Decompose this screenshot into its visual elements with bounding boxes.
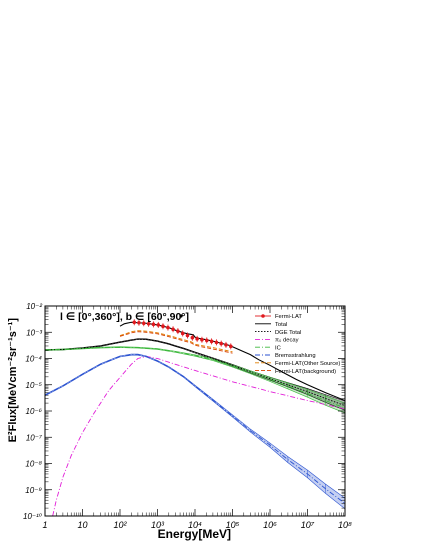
axis-tick-labels: 1 10 10² 10³ 10⁴ 10⁵ 10⁶ 10⁷ 10⁸ 10⁻¹⁰ 10⁻⁹ 10⁻⁸ 10⁻… [23,302,352,530]
fermi-lat-point [204,338,209,343]
y-tick-label: 10⁻³ [26,328,42,337]
series-line-bremsstrahlung [45,354,345,504]
fermi-lat-point [209,339,214,344]
fermi-lat-point [176,329,180,333]
fermi-lat-point [151,322,156,327]
fermi-lat-point [161,324,165,329]
fermi-lat-point [137,320,141,325]
y-axis-label: E²Flux[MeVcm⁻²sr⁻¹s⁻¹] [7,318,19,443]
series-line-fermi-lat-other-source [119,330,233,353]
fermi-lat-point [224,343,228,347]
x-tick-label: 10³ [151,520,165,530]
legend-label-fermi-lat-background: Fermi-LAT(background) [275,369,336,375]
legend-marker-fermi-lat [261,314,265,318]
fermi-lat-point [132,320,137,325]
fermi-lat-point [190,335,195,340]
fermi-lat-point [141,321,146,326]
axis-ticks [44,305,346,517]
x-axis-label: Energy[MeV] [158,527,231,541]
y-tick-label: 10⁻⁷ [26,433,43,442]
x-tick-label: 10⁷ [301,520,315,530]
series-line-fermi-lat-background [119,331,233,354]
series-line-decay [52,355,345,516]
fermi-lat-point [185,333,190,338]
x-tick-label: 10⁴ [188,520,202,530]
series-line-dge-total [45,338,345,407]
series-lines [45,321,345,516]
x-tick-label: 10⁵ [226,520,240,530]
y-tick-label: 10⁻² [26,302,42,311]
fermi-lat-point [219,341,224,346]
x-tick-label: 10 [77,520,87,530]
x-tick-label: 10⁶ [263,520,277,530]
x-tick-label: 1 [42,520,47,530]
legend-label-ic: IC [275,345,281,351]
x-tick-label: 10⁸ [338,520,352,530]
legend-label-bremsstrahlung: Bremsstrahlung [275,353,316,359]
fermi-lat-point [146,321,151,326]
y-tick-label: 10⁻⁹ [25,486,42,495]
y-tick-label: 10⁻⁶ [26,407,43,416]
fermi-lat-point [180,331,185,336]
region-label-dot [179,314,183,318]
region-label: l ∈ [0°,360°], b ∈ [60°,90°] [60,311,189,323]
y-tick-label: 10⁻⁴ [25,355,42,364]
band-bremsstrahlung [45,353,345,510]
legend-label-fermi-lat: Fermi-LAT [275,314,302,320]
fermi-lat-point [166,325,170,330]
legend-label-fermi-lat-other-source: Fermi-LAT(Other Source) [275,361,340,367]
fermi-lat-point [228,344,233,349]
y-tick-label: 10⁻⁵ [26,381,43,390]
fermi-lat-point [171,327,175,332]
fermi-lat-point [214,340,219,345]
fermi-lat-point [195,337,199,341]
y-tick-label: 10⁻⁸ [25,460,42,469]
legend-label-decay: π₀ decay [275,338,299,344]
fermi-lat-point [200,337,204,342]
fermi-lat-point [156,323,161,327]
x-tick-label: 10² [113,520,127,530]
legend-label-total: Total [275,322,287,328]
legend-label-dge-total: DGE Total [275,330,301,336]
y-tick-label: 10⁻¹⁰ [23,512,43,521]
fermi-lat-points [132,319,233,350]
series-line-ic [45,346,345,409]
